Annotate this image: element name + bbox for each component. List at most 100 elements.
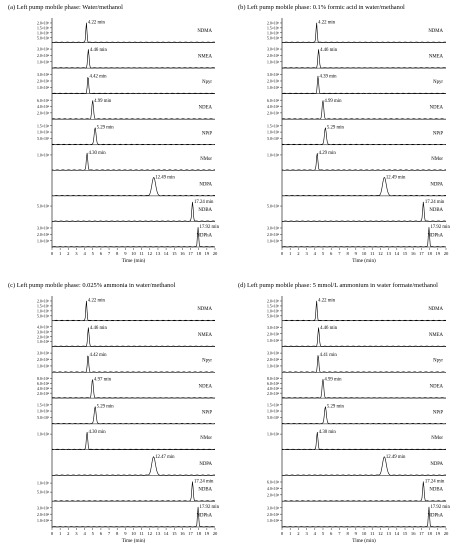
x-tick-label: 12 xyxy=(378,531,383,536)
peak-rt-label: 4.39 min xyxy=(319,74,337,79)
y-tick-label: 1.0×10⁴ xyxy=(267,365,280,369)
peak-rt-label: 17.24 min xyxy=(194,200,214,205)
peak-rt-label: 5.29 min xyxy=(327,126,345,131)
x-tick-label: 5 xyxy=(322,251,325,256)
y-tick-label: 1.0×10⁴ xyxy=(37,60,50,64)
y-tick-label: 1.5×10⁵ xyxy=(37,305,50,309)
series-trace xyxy=(51,152,216,171)
peak-rt-label: 4.46 min xyxy=(90,326,108,331)
peak-rt-label: 4.30 min xyxy=(89,430,107,435)
x-tick-label: 12 xyxy=(148,531,153,536)
y-tick-label: 5.0×10⁴ xyxy=(37,491,50,495)
x-tick-label: 19 xyxy=(205,531,210,536)
y-tick-label: 1.5×10⁵ xyxy=(267,305,280,309)
series-trace xyxy=(281,153,447,171)
x-tick-label: 8 xyxy=(346,531,349,536)
series-name-label: NPiP xyxy=(433,131,443,136)
y-tick-label: 3.0×10⁴ xyxy=(37,506,50,510)
x-tick-label: 2 xyxy=(297,531,300,536)
x-tick-label: 9 xyxy=(355,531,358,536)
x-tick-label: 16 xyxy=(180,251,185,256)
x-tick-label: 18 xyxy=(196,531,201,536)
series-name-label: NMEA xyxy=(198,333,213,338)
x-tick-label: 9 xyxy=(124,531,127,536)
x-tick-label: 11 xyxy=(139,531,144,536)
series-name-label: NMor xyxy=(431,157,443,162)
series-trace xyxy=(51,327,216,347)
x-tick-label: 1 xyxy=(59,531,62,536)
x-tick-label: 16 xyxy=(411,251,416,256)
series-name-label: Npyr xyxy=(202,80,212,85)
series-name-label: NMEA xyxy=(429,55,444,60)
y-tick-label: 2.0×10⁴ xyxy=(37,111,50,115)
y-tick-label: 1.0×10⁴ xyxy=(267,60,280,64)
series-name-label: NDBA xyxy=(429,208,443,213)
y-tick-label: 1.0×10⁵ xyxy=(267,309,280,313)
series-name-label: NMEA xyxy=(198,55,213,60)
x-tick-label: 11 xyxy=(370,251,375,256)
y-tick-label: 1.0×10⁵ xyxy=(37,309,50,313)
x-tick-label: 6 xyxy=(100,251,103,256)
series-name-label: NDBA xyxy=(429,488,443,493)
series-name-label: NDEA xyxy=(199,106,213,111)
x-tick-label: 18 xyxy=(427,251,432,256)
x-tick-label: 13 xyxy=(386,251,391,256)
x-tick-label: 17 xyxy=(188,251,193,256)
y-tick-label: 1.0×10⁴ xyxy=(37,433,50,437)
y-tick-label: 1.0×10⁴ xyxy=(37,239,50,243)
x-tick-label: 3 xyxy=(75,531,78,536)
y-tick-label: 3.0×10⁴ xyxy=(37,227,50,231)
x-tick-label: 4 xyxy=(83,531,86,536)
series-name-label: NDEA xyxy=(199,385,213,390)
y-tick-label: 1.0×10⁴ xyxy=(267,433,280,437)
series-name-label: NDEA xyxy=(430,385,444,390)
series-name-label: NDMA xyxy=(428,29,443,34)
series-name-label: NDPA xyxy=(199,182,212,187)
x-tick-label: 3 xyxy=(305,531,308,536)
y-tick-label: 8.0×10⁴ xyxy=(267,377,280,381)
series-name-label: NDPhA xyxy=(428,234,444,239)
series-name-label: Npyr xyxy=(433,80,443,85)
x-tick-label: 10 xyxy=(131,531,136,536)
chromatogram-panel: (a) Left pump mobile phase: Water/methan… xyxy=(8,4,220,264)
y-tick-label: 3.0×10⁴ xyxy=(37,330,50,334)
series-trace xyxy=(51,49,216,69)
y-tick-label: 5.0×10³ xyxy=(37,137,50,141)
y-tick-label: 4.0×10⁴ xyxy=(267,487,280,491)
series-name-label: NDMA xyxy=(197,307,212,312)
x-tick-label: 16 xyxy=(180,531,185,536)
y-tick-label: 1.0×10⁴ xyxy=(267,131,280,135)
series-trace xyxy=(281,379,447,399)
x-tick-label: 14 xyxy=(164,531,169,536)
peak-rt-label: 4.46 min xyxy=(320,326,338,331)
y-tick-label: 1.0×10⁴ xyxy=(267,239,280,243)
y-tick-label: 3.0×10⁴ xyxy=(267,73,280,77)
x-tick-label: 9 xyxy=(124,251,127,256)
series-trace xyxy=(281,327,447,347)
y-tick-label: 5.0×10⁴ xyxy=(267,205,280,209)
x-tick-label: 6 xyxy=(330,251,333,256)
y-tick-label: 3.0×10⁴ xyxy=(267,352,280,356)
x-tick-label: 9 xyxy=(355,251,358,256)
peak-rt-label: 5.29 min xyxy=(97,404,115,409)
y-tick-label: 1.0×10⁴ xyxy=(37,365,50,369)
x-tick-label: 19 xyxy=(205,251,210,256)
series-trace xyxy=(281,176,447,197)
y-tick-label: 2.0×10⁴ xyxy=(267,358,280,362)
peak-rt-label: 12.49 min xyxy=(386,176,406,181)
series-name-label: NMor xyxy=(200,436,212,441)
series-name-label: NPiP xyxy=(202,131,212,136)
y-tick-label: 3.0×10⁴ xyxy=(37,48,50,52)
x-tick-label: 4 xyxy=(314,531,317,536)
y-tick-label: 6.0×10⁴ xyxy=(267,481,280,485)
y-tick-label: 1.5×10⁴ xyxy=(267,403,280,407)
x-tick-label: 20 xyxy=(213,251,218,256)
series-name-label: NPiP xyxy=(202,410,212,415)
series-trace xyxy=(51,406,216,425)
y-tick-label: 1.5×10⁴ xyxy=(267,124,280,128)
x-tick-label: 10 xyxy=(131,251,136,256)
series-trace xyxy=(281,100,447,120)
x-tick-label: 8 xyxy=(116,251,119,256)
y-tick-label: 8.0×10⁴ xyxy=(37,377,50,381)
